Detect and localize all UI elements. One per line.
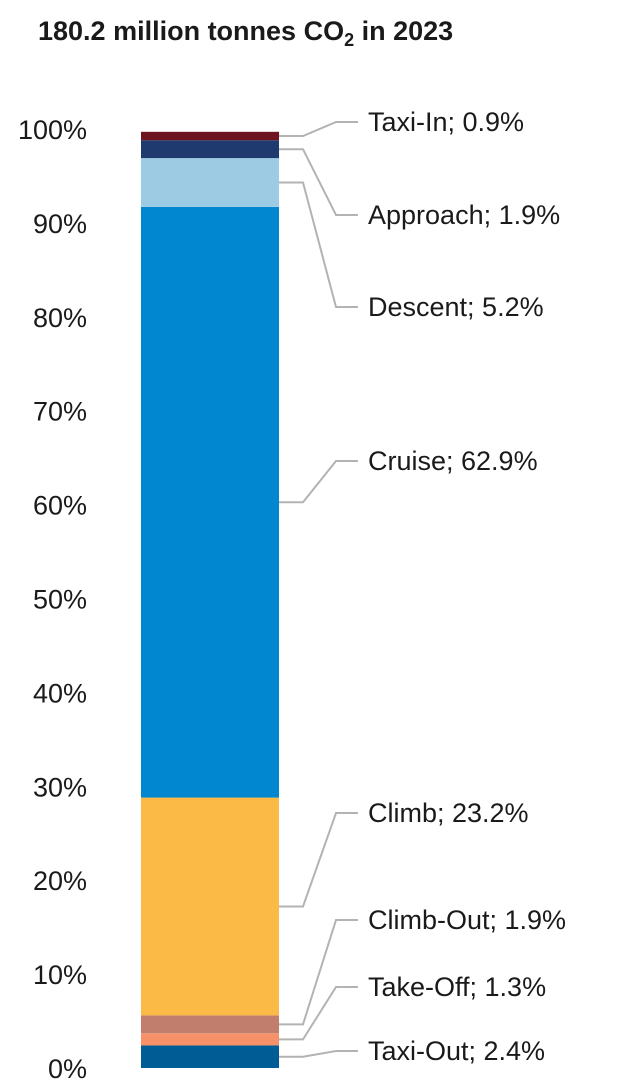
segment-label-descent: Descent; 5.2%	[368, 292, 544, 322]
leader-line-taxi-out	[279, 1050, 358, 1058]
chart-title-suffix: in 2023	[354, 16, 453, 46]
segment-label-cruise: Cruise; 62.9%	[368, 446, 538, 476]
y-tick-label: 40%	[33, 678, 87, 708]
y-tick-label: 50%	[33, 585, 87, 615]
segment-label-taxi-in: Taxi-In; 0.9%	[368, 107, 524, 137]
segment-label-taxi-out: Taxi-Out; 2.4%	[368, 1036, 545, 1066]
leader-line-cruise	[279, 460, 358, 504]
y-tick-label: 20%	[33, 866, 87, 896]
leader-line-descent	[279, 181, 358, 308]
leader-line-approach	[279, 148, 358, 216]
bar-segment-taxi-out	[141, 1045, 279, 1068]
bar-segment-take-off	[141, 1033, 279, 1046]
bar-segment-climb-out	[141, 1015, 279, 1034]
leader-line-take-off	[279, 986, 358, 1041]
y-tick-label: 0%	[48, 1054, 87, 1084]
bar-segment-cruise	[141, 206, 279, 798]
leader-line-taxi-in	[279, 121, 358, 138]
chart-title-prefix: 180.2 million tonnes CO	[38, 16, 344, 46]
segment-label-take-off: Take-Off; 1.3%	[368, 972, 546, 1002]
y-tick-label: 60%	[33, 491, 87, 521]
segment-label-approach: Approach; 1.9%	[368, 200, 560, 230]
y-tick-label: 70%	[33, 397, 87, 427]
leader-line-climb-out	[279, 919, 358, 1026]
y-tick-label: 10%	[33, 960, 87, 990]
bar-segment-descent	[141, 158, 279, 207]
bar-segment-taxi-in	[141, 131, 279, 141]
chart-title-subscript: 2	[344, 30, 354, 50]
y-tick-label: 80%	[33, 303, 87, 333]
leader-line-climb	[279, 812, 358, 908]
segment-labels: Taxi-Out; 2.4% Take-Off; 1.3% Climb-Out; 1…	[368, 107, 566, 1066]
bar-segment-approach	[141, 140, 279, 159]
y-axis: 0% 10% 20% 30% 40% 50% 60% 70% 80% 90% 100%	[18, 115, 87, 1084]
segment-label-climb-out: Climb-Out; 1.9%	[368, 905, 566, 935]
label-leaders	[279, 121, 358, 1058]
y-tick-label: 90%	[33, 209, 87, 239]
y-tick-label: 100%	[18, 115, 87, 145]
segment-label-climb: Climb; 23.2%	[368, 798, 529, 828]
stacked-bar	[141, 131, 279, 1068]
chart-title: 180.2 million tonnes CO2 in 2023	[38, 16, 453, 50]
y-tick-label: 30%	[33, 772, 87, 802]
bar-segment-climb	[141, 797, 279, 1016]
